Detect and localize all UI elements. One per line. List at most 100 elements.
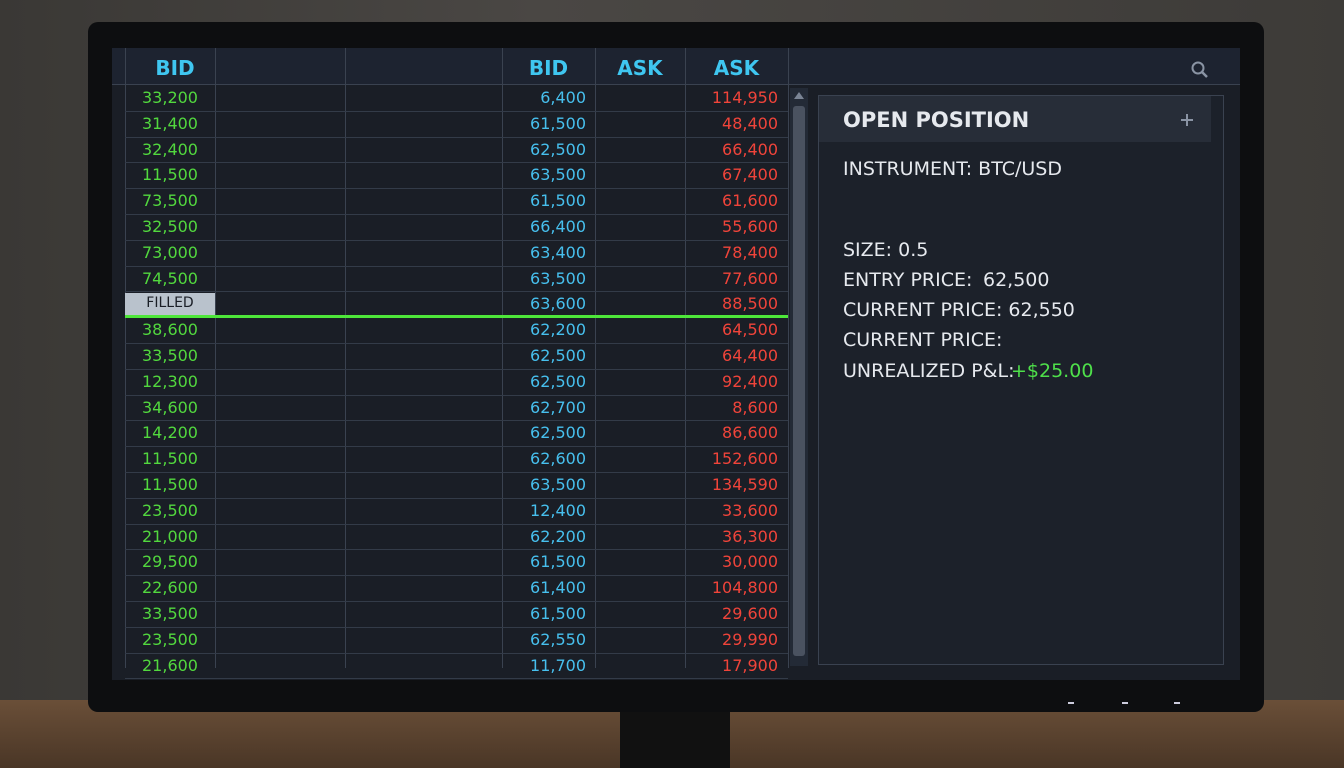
column-line [345, 48, 346, 668]
bid-size: 33,200 [142, 88, 198, 107]
screen: BID BID ASK ASK 33,200 6,400 114,950 31,400 61,5… [112, 48, 1240, 680]
ask-price: 64,500 [722, 320, 778, 340]
ask-price: 134,590 [711, 475, 778, 494]
bid-price: 61,500 [530, 552, 586, 572]
bid-size: 21,600 [142, 655, 198, 675]
bid-price: 63,500 [530, 475, 586, 494]
order-book[interactable]: BID BID ASK ASK 33,200 6,400 114,950 31,400 61,5… [112, 48, 812, 680]
bid-price: 12,400 [530, 500, 586, 520]
bid-price: 62,500 [530, 346, 586, 365]
bid-price: 66,400 [530, 217, 586, 236]
column-line [788, 48, 789, 668]
ask-price: 77,600 [722, 268, 778, 288]
bid-size: 11,500 [142, 475, 198, 494]
bid-price: 62,500 [530, 139, 586, 159]
row-line [125, 652, 788, 654]
ask-price: 104,800 [711, 578, 778, 598]
row-line [125, 368, 788, 370]
column-line [685, 48, 686, 668]
row-line [125, 446, 788, 448]
column-line [125, 48, 126, 668]
column-header: BID [155, 56, 195, 80]
row-line [125, 162, 788, 164]
ask-price: 29,990 [722, 629, 778, 649]
bid-size: 73,000 [142, 242, 198, 262]
entry-price-value: 62,500 [983, 269, 1050, 291]
ask-price: 8,600 [732, 397, 778, 417]
ask-price: 64,400 [722, 346, 778, 365]
bid-size: 32,500 [142, 217, 198, 236]
panel-title: OPEN POSITION [843, 108, 1030, 132]
ask-price: 55,600 [722, 217, 778, 236]
row-line [125, 291, 788, 293]
ask-price: 67,400 [722, 165, 778, 185]
bid-size: 73,500 [142, 191, 198, 211]
column-line [502, 48, 503, 668]
bid-size: 38,600 [142, 320, 198, 340]
instrument: INSTRUMENT: BTC/USD [843, 158, 1062, 180]
bid-price: 62,700 [530, 397, 586, 417]
column-header: ASK [617, 56, 663, 80]
column-line [595, 48, 596, 668]
bid-size: 23,500 [142, 500, 198, 520]
entry-price-label: ENTRY PRICE: [843, 269, 973, 291]
row-line [125, 214, 788, 215]
bid-size: 29,500 [142, 552, 198, 572]
panel-header [819, 96, 1211, 142]
scrollbar[interactable] [790, 88, 808, 666]
row-line [125, 678, 788, 680]
bid-price: 62,550 [530, 629, 586, 649]
bid-price: 62,500 [530, 423, 586, 443]
bid-price: 61,500 [530, 191, 586, 211]
bid-size: 31,400 [142, 113, 198, 133]
row-line [125, 136, 788, 138]
row-line [125, 549, 788, 551]
bid-size: 14,200 [142, 423, 198, 443]
size: SIZE: 0.5 [843, 239, 929, 261]
column-line [215, 48, 216, 668]
row-line [125, 394, 788, 396]
led [1174, 702, 1180, 704]
row-line [125, 420, 788, 422]
bid-price: 62,200 [530, 320, 586, 340]
bid-size: 21,000 [142, 526, 198, 546]
bid-price: 63,500 [530, 165, 586, 185]
current-price-label: CURRENT PRICE: [843, 329, 1003, 351]
ask-price: 92,400 [722, 371, 778, 391]
scroll-up[interactable] [793, 90, 805, 100]
bid-price: 61,500 [530, 604, 586, 623]
row-line [125, 188, 788, 190]
bid-size: 23,500 [142, 629, 198, 649]
column-header: ASK [713, 56, 760, 80]
row-line [125, 110, 788, 112]
ask-price: 86,600 [722, 423, 778, 443]
pin-icon[interactable] [1179, 112, 1195, 128]
row-line [125, 575, 788, 577]
bid-price: 6,400 [540, 88, 586, 107]
bid-size: 33,500 [142, 604, 198, 623]
ask-price: 88,500 [722, 294, 778, 314]
bid-price: 62,500 [530, 371, 586, 391]
bid-size: 74,500 [142, 268, 198, 288]
pnl-value: +$25.00 [1011, 360, 1094, 382]
filled-badge: FILLED [125, 293, 215, 316]
bid-size: 22,600 [142, 578, 198, 598]
ask-price: 78,400 [722, 242, 778, 262]
ask-price: 66,400 [722, 139, 778, 159]
ask-price: 30,000 [722, 552, 778, 572]
ask-price: 114,950 [711, 88, 778, 107]
current-price: CURRENT PRICE: 62,550 [843, 299, 1075, 321]
ask-price: 48,400 [722, 113, 778, 133]
bid-size: 11,500 [142, 449, 198, 469]
ask-price: 29,600 [722, 604, 778, 623]
search-icon[interactable] [1190, 60, 1210, 80]
fill-line [125, 315, 788, 319]
position-panel: OPEN POSITION INSTRUMENT: BTC/USD SIZE: … [818, 95, 1224, 665]
bid-price: 61,500 [530, 113, 586, 133]
scroll-thumb[interactable] [793, 106, 805, 656]
led [1068, 702, 1074, 704]
row-line [125, 472, 788, 473]
bid-size: 33,500 [142, 346, 198, 365]
bid-price: 63,500 [530, 268, 586, 288]
